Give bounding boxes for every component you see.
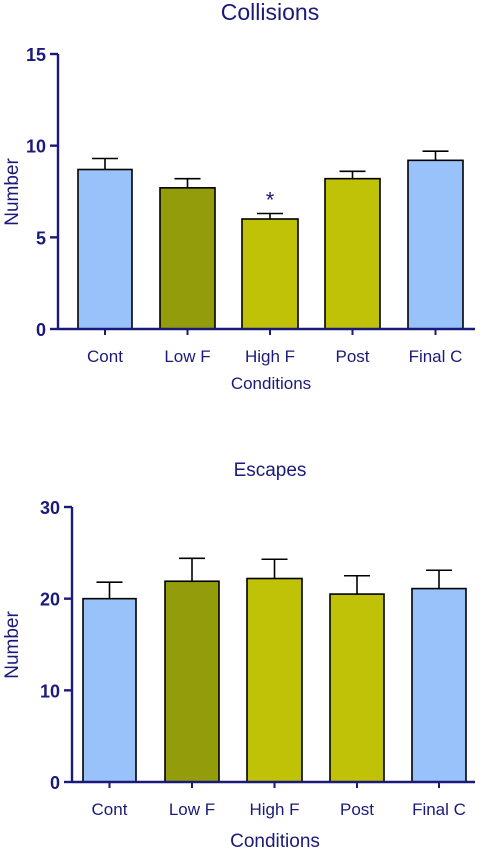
escapes-category-label: Final C: [412, 800, 466, 819]
collisions-chart-title: Collisions: [221, 0, 319, 25]
collisions-significance-marker: *: [266, 188, 275, 213]
collisions-chart-ylabel: Number: [2, 158, 23, 226]
collisions-bar: [241, 218, 299, 330]
escapes-category-label: Low F: [169, 800, 215, 819]
collisions-chart-plot: Cont Low F * High F Post Final C 0 5 10 15: [26, 45, 475, 366]
escapes-y-tick-label: 20: [40, 590, 60, 610]
collisions-bar: [77, 168, 133, 330]
collisions-chart-xlabel: Conditions: [231, 374, 311, 393]
collisions-bar: [159, 187, 216, 330]
escapes-chart-xlabel: Conditions: [230, 831, 320, 850]
escapes-chart-plot: Cont Low F High F Post Final C 0 10 20 30: [40, 498, 475, 819]
collisions-y-tick-label: 15: [26, 45, 46, 65]
collisions-chart: Collisions Number Conditions Cont Low F * H…: [2, 0, 475, 393]
collisions-category-label: High F: [245, 347, 295, 366]
collisions-y-tick-label: 10: [26, 137, 46, 157]
collisions-bar: [407, 159, 464, 330]
escapes-category-label: High F: [249, 800, 299, 819]
escapes-y-tick-label: 30: [40, 498, 60, 518]
escapes-chart-title: Escapes: [234, 460, 307, 481]
collisions-bar: [324, 177, 381, 330]
escapes-y-tick-label: 0: [50, 773, 60, 793]
escapes-bar: [329, 593, 385, 783]
collisions-category-label: Cont: [87, 347, 123, 366]
escapes-y-tick-label: 10: [40, 681, 60, 701]
escapes-category-label: Cont: [92, 800, 128, 819]
escapes-bar: [246, 577, 303, 783]
collisions-category-label: Low F: [164, 347, 210, 366]
escapes-bar: [82, 597, 137, 783]
escapes-bar: [164, 580, 220, 783]
collisions-y-tick-label: 0: [36, 320, 46, 340]
escapes-chart: Escapes Number Conditions Cont Low F High …: [2, 460, 475, 850]
collisions-category-label: Post: [335, 347, 369, 366]
collisions-y-tick-label: 5: [36, 228, 46, 248]
escapes-bar: [411, 587, 467, 783]
collisions-category-label: Final C: [409, 347, 463, 366]
escapes-chart-ylabel: Number: [2, 611, 23, 679]
escapes-category-label: Post: [340, 800, 374, 819]
